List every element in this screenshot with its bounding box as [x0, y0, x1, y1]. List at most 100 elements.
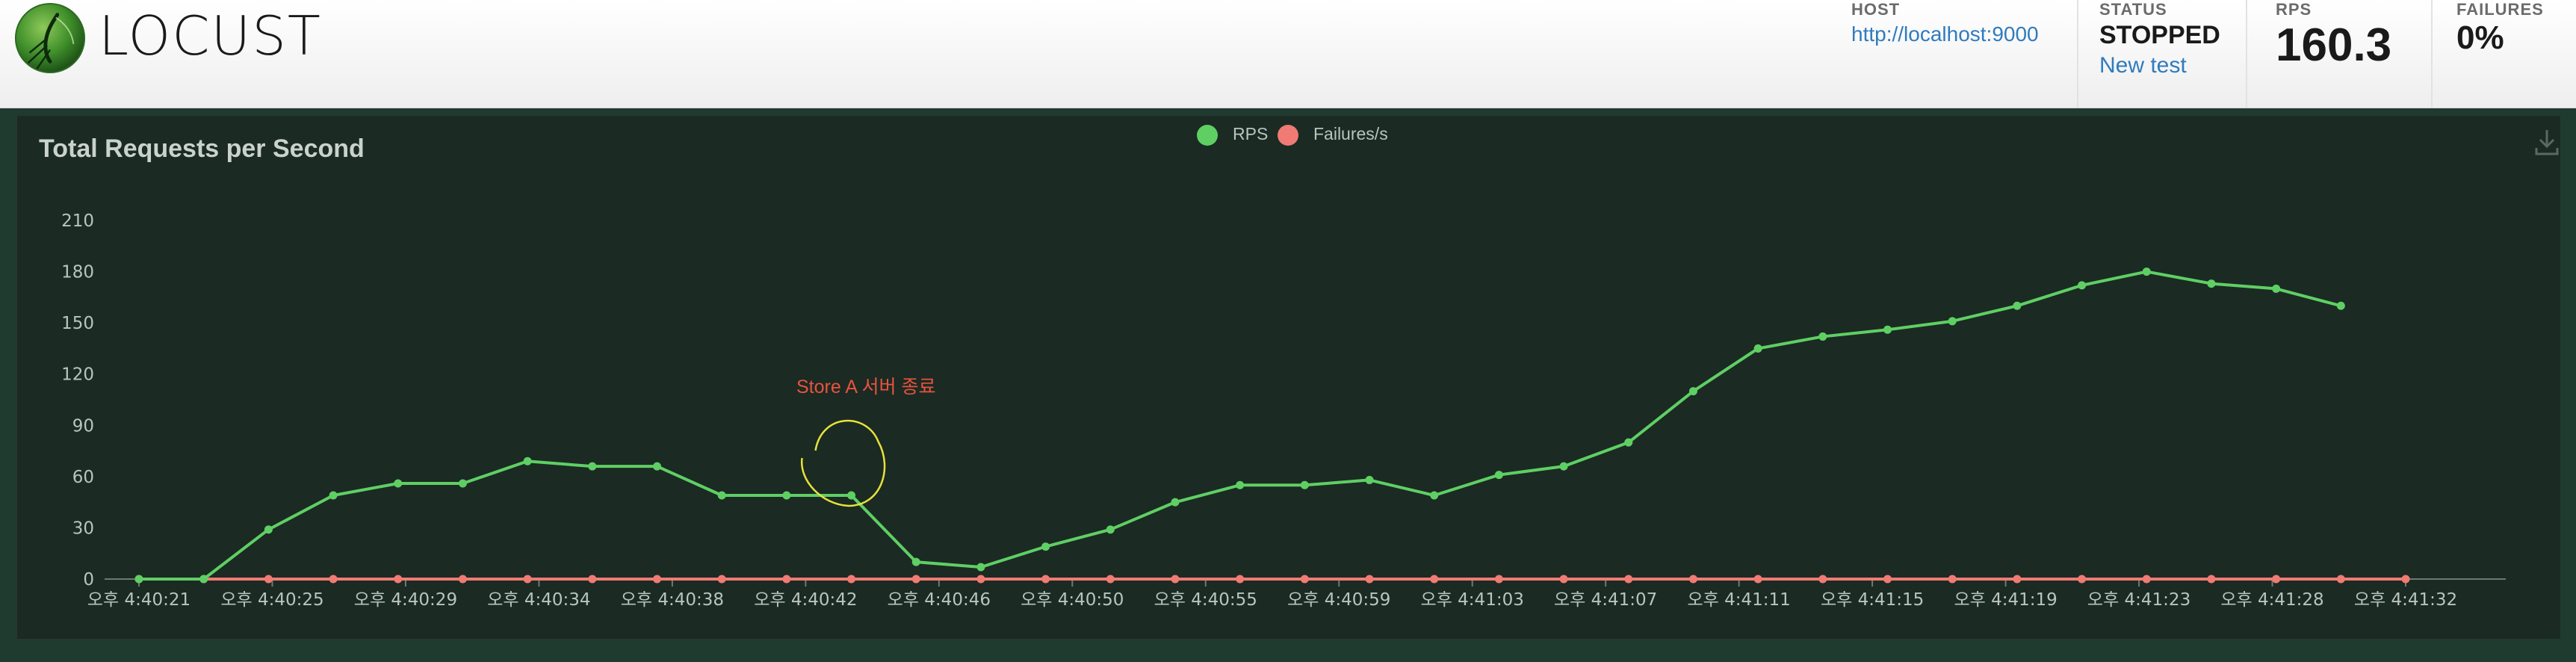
chart-title: Total Requests per Second — [39, 134, 365, 163]
legend-rps-label[interactable]: RPS — [1233, 124, 1269, 143]
x-tick-label: 오후 4:41:07 — [1554, 590, 1657, 610]
new-test-link[interactable]: New test — [2099, 53, 2187, 78]
x-tick-label: 오후 4:41:28 — [2220, 590, 2323, 610]
rps-series-point — [2078, 281, 2087, 290]
rps-series-point — [1948, 317, 1957, 326]
failures-series-point — [1624, 575, 1633, 584]
x-tick-label: 오후 4:41:19 — [1954, 590, 2057, 610]
rps-series-point — [2336, 301, 2345, 310]
header-divider — [2077, 0, 2078, 108]
x-tick-label: 오후 4:41:23 — [2087, 590, 2190, 610]
y-tick-label: 30 — [72, 519, 94, 538]
annotation-circle — [801, 419, 886, 507]
download-icon[interactable] — [2534, 129, 2560, 157]
failures-series-point — [588, 575, 597, 584]
rps-series-point — [523, 457, 532, 465]
status-value: STOPPED — [2099, 21, 2220, 49]
annotation-text: Store A 서버 종료 — [796, 377, 936, 397]
rps-series-point — [1688, 387, 1697, 396]
x-tick-label: 오후 4:40:46 — [888, 590, 991, 610]
rps-series-point — [1624, 438, 1633, 447]
x-tick-label: 오후 4:40:25 — [220, 590, 323, 610]
failures-series-point — [1753, 575, 1762, 584]
y-tick-label: 0 — [83, 570, 94, 590]
failures-series-point — [1236, 575, 1245, 584]
x-tick-label: 오후 4:40:50 — [1021, 590, 1124, 610]
x-tick-label: 오후 4:41:03 — [1421, 590, 1524, 610]
legend-failures-label[interactable]: Failures/s — [1313, 124, 1388, 143]
rps-series-point — [2142, 267, 2151, 276]
failures-series-point — [2272, 575, 2281, 584]
y-tick-label: 150 — [61, 314, 94, 333]
x-tick-label: 오후 4:40:59 — [1287, 590, 1390, 610]
failures-label: FAILURES — [2456, 0, 2544, 19]
rps-series-point — [1559, 462, 1568, 471]
y-tick-label: 90 — [72, 416, 94, 436]
failures-series-point — [1365, 575, 1374, 584]
rps-series-point — [717, 491, 726, 500]
failures-series-point — [976, 575, 985, 584]
x-tick-label: 오후 4:40:34 — [487, 590, 590, 610]
failures-series-point — [2336, 575, 2345, 584]
rps-series-point — [588, 462, 597, 471]
rps-series-point — [782, 491, 791, 500]
legend-rps-marker[interactable] — [1197, 125, 1218, 146]
failures-series-point — [1688, 575, 1697, 584]
rps-value: 160.3 — [2276, 19, 2392, 71]
failures-series-point — [523, 575, 532, 584]
rps-series-point — [1300, 480, 1309, 489]
rps-series-line — [139, 270, 2341, 581]
rps-series-point — [652, 462, 661, 471]
rps-series-point — [329, 491, 338, 500]
rps-series-point — [394, 479, 403, 488]
failures-series-point — [717, 575, 726, 584]
top-header: LOCUST HOST http://localhost:9000 STATUS… — [0, 0, 2576, 108]
y-tick-label: 60 — [72, 468, 94, 487]
rps-series-point — [264, 525, 273, 534]
x-tick-label: 오후 4:40:29 — [354, 590, 457, 610]
failures-series-point — [911, 575, 920, 584]
rps-series-point — [976, 563, 985, 572]
rps-block: RPS 160.3 — [2276, 0, 2391, 108]
failures-series-point — [1883, 575, 1892, 584]
rps-series-point — [1106, 525, 1115, 534]
rps-label: RPS — [2276, 0, 2312, 19]
legend-failures-marker[interactable] — [1278, 125, 1298, 146]
header-divider — [2246, 0, 2247, 108]
failures-value: 0% — [2456, 19, 2504, 56]
rps-series-point — [1430, 491, 1439, 500]
rps-series-point — [2272, 284, 2281, 293]
failures-series-point — [2013, 575, 2022, 584]
x-tick-label: 오후 4:41:15 — [1821, 590, 1924, 610]
rps-series-point — [1883, 325, 1892, 334]
failures-series-point — [1559, 575, 1568, 584]
rps-series-point — [1818, 332, 1827, 341]
failures-series-point — [2142, 575, 2151, 584]
host-link[interactable]: http://localhost:9000 — [1851, 22, 2039, 46]
rps-series-point — [458, 479, 467, 488]
failures-series-point — [1948, 575, 1957, 584]
rps-series-point — [1494, 471, 1503, 480]
failures-series-point — [2401, 575, 2410, 584]
failures-block: FAILURES 0% — [2456, 0, 2544, 108]
failures-series-point — [1818, 575, 1827, 584]
x-tick-label: 오후 4:40:38 — [621, 590, 724, 610]
failures-series-point — [1494, 575, 1503, 584]
failures-series-point — [1430, 575, 1439, 584]
rps-series-point — [1171, 498, 1180, 507]
x-tick-label: 오후 4:41:32 — [2354, 590, 2457, 610]
y-tick-label: 120 — [61, 365, 94, 385]
failures-series-point — [1171, 575, 1180, 584]
rps-series-point — [1236, 480, 1245, 489]
status-label: STATUS — [2099, 0, 2167, 19]
x-tick-label: 오후 4:40:21 — [87, 590, 191, 610]
locust-logo-icon — [14, 2, 86, 74]
app-name: LOCUST — [99, 4, 322, 67]
rps-series-point — [1041, 542, 1050, 551]
status-block: STATUS STOPPED New test — [2099, 0, 2220, 108]
x-tick-label: 오후 4:41:11 — [1687, 590, 1790, 610]
chart-panel — [16, 115, 2561, 640]
rps-series-point — [2013, 301, 2022, 310]
x-tick-label: 오후 4:40:55 — [1154, 590, 1257, 610]
